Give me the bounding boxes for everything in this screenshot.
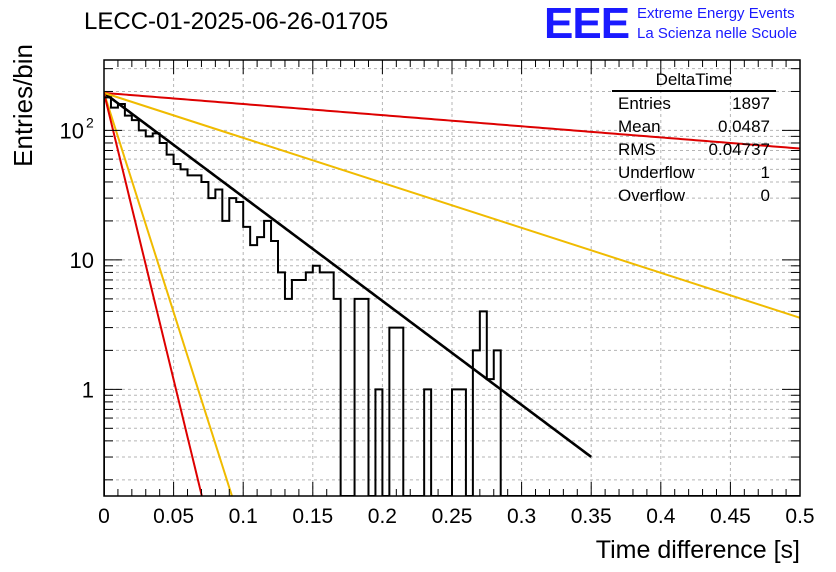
stats-row-mean: Mean 0.0487 xyxy=(612,115,776,138)
y-tick-exponent: 2 xyxy=(86,114,94,130)
x-tick-label: 0.05 xyxy=(153,505,194,528)
stats-box: DeltaTime Entries 1897 Mean 0.0487 RMS 0… xyxy=(612,70,776,207)
axes xyxy=(103,59,801,497)
stats-label: Underflow xyxy=(618,163,695,182)
fit-curves xyxy=(104,91,800,496)
y-tick-label: 10 xyxy=(60,118,84,143)
stats-label: Overflow xyxy=(618,186,686,205)
stats-label: Mean xyxy=(618,117,661,136)
stats-row-overflow: Overflow 0 xyxy=(612,184,776,207)
x-tick-label: 0.15 xyxy=(292,505,333,528)
stats-value: 1897 xyxy=(732,94,770,113)
x-tick-label: 0.2 xyxy=(368,505,397,528)
x-tick-label: 0 xyxy=(98,505,110,528)
x-tick-label: 0.35 xyxy=(571,505,612,528)
x-tick-label: 0.45 xyxy=(710,505,751,528)
fit-curve-0 xyxy=(104,91,592,458)
stats-value: 0.0487 xyxy=(718,117,770,136)
chart-title: LECC-01-2025-06-26-01705 xyxy=(84,8,389,35)
stats-row-rms: RMS 0.04737 xyxy=(612,138,776,161)
y-tick-label: 10 xyxy=(70,248,94,273)
x-tick-label: 0.3 xyxy=(507,505,536,528)
y-tick-label: 1 xyxy=(82,377,94,402)
axis-labels: 0 0.05 0.1 0.15 0.2 0.25 0.3 0.35 0.4 0.45 0.51101… xyxy=(8,44,815,564)
fit-curve-2 xyxy=(104,91,800,319)
x-tick-label: 0.25 xyxy=(432,505,473,528)
x-tick-label: 0.4 xyxy=(646,505,676,528)
eee-logo: EEE xyxy=(544,0,630,48)
stats-title: DeltaTime xyxy=(612,70,776,92)
stats-value: 0.04737 xyxy=(708,140,770,159)
stats-label: RMS xyxy=(618,140,656,159)
logo-line-1: Extreme Energy Events xyxy=(637,5,795,22)
logo-line-2: La Scienza nelle Scuole xyxy=(637,25,798,42)
stats-value: 0 xyxy=(760,186,770,205)
stats-value: 1 xyxy=(760,163,770,182)
histogram-outline xyxy=(104,96,800,496)
plot-frame xyxy=(103,59,801,497)
y-axis-title: Entries/bin xyxy=(8,44,38,167)
stats-row-entries: Entries 1897 xyxy=(612,92,776,115)
x-axis-title: Time difference [s] xyxy=(596,536,800,564)
stats-row-underflow: Underflow 1 xyxy=(612,161,776,184)
fit-curve-3 xyxy=(104,92,234,496)
fit-curve-1 xyxy=(104,91,800,150)
stats-label: Entries xyxy=(618,94,671,113)
x-tick-label: 0.5 xyxy=(785,505,814,528)
x-tick-label: 0.1 xyxy=(229,505,258,528)
